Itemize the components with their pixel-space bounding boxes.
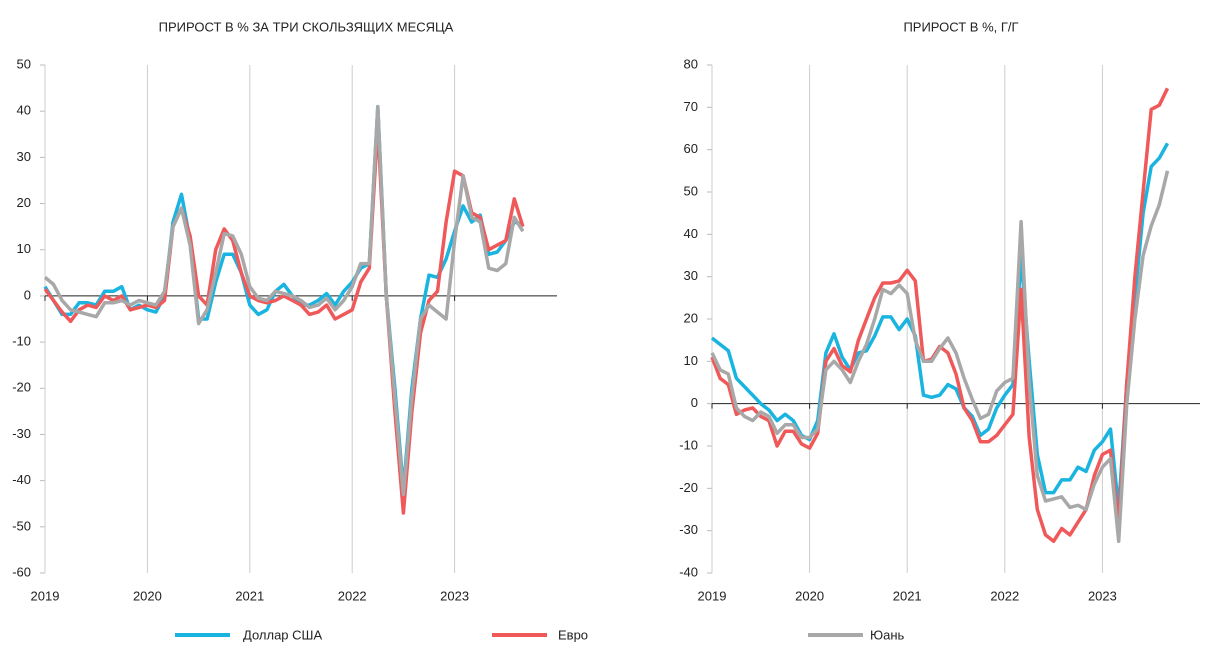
- y-tick-label: -10: [679, 437, 698, 452]
- y-tick-label: -40: [679, 564, 698, 579]
- y-tick-label: 20: [17, 195, 31, 210]
- series-line: [43, 104, 524, 492]
- y-tick-label: 10: [17, 241, 31, 256]
- series-line: [710, 142, 1170, 512]
- chart-title: ПРИРОСТ В %, Г/Г: [903, 19, 1018, 34]
- chart-title: ПРИРОСТ В % ЗА ТРИ СКОЛЬЗЯЩИХ МЕСЯЦА: [159, 19, 454, 34]
- x-tick-label: 2023: [1088, 588, 1117, 603]
- legend-label: Евро: [558, 627, 588, 642]
- x-tick-label: 2022: [338, 588, 367, 603]
- x-tick-label: 2021: [235, 588, 264, 603]
- legend-label: Доллар США: [243, 627, 322, 642]
- x-tick-label: 2021: [893, 588, 922, 603]
- x-tick-label: 2020: [795, 588, 824, 603]
- y-tick-label: -10: [12, 334, 31, 349]
- y-tick-label: -40: [12, 472, 31, 487]
- y-tick-label: -60: [12, 564, 31, 579]
- y-tick-label: 30: [684, 268, 698, 283]
- y-tick-label: 20: [684, 310, 698, 325]
- y-tick-label: 0: [24, 287, 31, 302]
- x-tick-label: 2020: [133, 588, 162, 603]
- y-tick-label: 50: [17, 56, 31, 71]
- y-tick-label: 0: [691, 395, 698, 410]
- series-line: [43, 104, 525, 497]
- x-tick-label: 2023: [440, 588, 469, 603]
- x-tick-label: 2022: [990, 588, 1019, 603]
- y-tick-label: -30: [12, 426, 31, 441]
- y-tick-label: 40: [17, 103, 31, 118]
- x-tick-label: 2019: [698, 588, 727, 603]
- y-tick-label: 30: [17, 149, 31, 164]
- x-tick-label: 2019: [31, 588, 60, 603]
- y-tick-label: -30: [679, 522, 698, 537]
- y-tick-label: 40: [684, 226, 698, 241]
- y-tick-label: -50: [12, 518, 31, 533]
- y-tick-label: -20: [679, 480, 698, 495]
- series-line: [43, 123, 525, 515]
- y-tick-label: 80: [684, 56, 698, 71]
- legend-label: Юань: [870, 627, 905, 642]
- y-tick-label: 60: [684, 141, 698, 156]
- y-tick-label: 10: [684, 353, 698, 368]
- y-tick-label: 50: [684, 183, 698, 198]
- y-tick-label: 70: [684, 99, 698, 114]
- series-line: [710, 170, 1170, 544]
- y-tick-label: -20: [12, 380, 31, 395]
